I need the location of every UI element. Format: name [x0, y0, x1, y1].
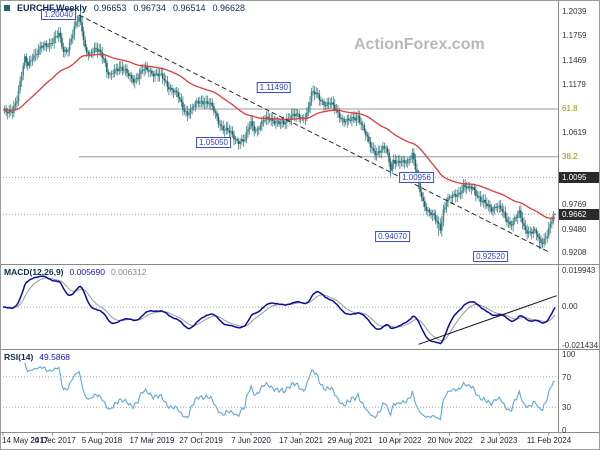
- y-axis-label: 0.9480: [562, 225, 587, 234]
- y-axis-price-box: 0.9662: [559, 209, 599, 220]
- x-axis-date-label: 2 Jul 2023: [480, 436, 518, 445]
- price-swing-label: 0.94070: [375, 231, 410, 242]
- high-value: 0.96734: [133, 3, 166, 13]
- x-axis-date-label: 24 Dec 2017: [30, 436, 76, 445]
- symbol-label: EURCHF,Weekly: [17, 3, 87, 13]
- y-axis-label: 0.9208: [562, 248, 587, 257]
- rsi-value: 49.5868: [39, 352, 71, 362]
- rsi-indicator-row: RSI(14) 49.5868: [4, 352, 70, 362]
- y-axis-label: 1.1179: [562, 80, 586, 89]
- macd-trendline: [418, 295, 557, 345]
- rsi-axis-label: 0: [562, 426, 567, 435]
- rsi-axis-label: 30: [562, 403, 571, 412]
- x-axis-date-label: 7 Jun 2020: [231, 436, 271, 445]
- low-value: 0.96514: [172, 3, 206, 13]
- y-axis-label: 1.2039: [562, 7, 587, 16]
- x-axis-date-label: 5 Aug 2018: [81, 436, 123, 445]
- y-axis-label: 1.1759: [562, 31, 587, 40]
- rsi-axis-label: 100: [562, 350, 576, 359]
- rsi-axis-label: 70: [562, 373, 571, 382]
- y-axis-label: 1.0619: [562, 128, 587, 137]
- price-swing-label: 1.00956: [399, 172, 434, 183]
- macd-axis-label: -0.021434: [562, 341, 599, 350]
- macd-axis-label: 0.00: [562, 302, 578, 311]
- y-axis-price-box: 1.0095: [559, 172, 599, 183]
- x-axis-date-label: 14 May 2017: [2, 436, 49, 445]
- x-axis-date-label: 17 Mar 2019: [129, 436, 175, 445]
- y-axis-fib-label: 38.2: [562, 152, 578, 161]
- price-swing-label: 1.05050: [196, 137, 231, 148]
- x-axis-date-label: 10 Apr 2022: [378, 436, 422, 445]
- chart-title-bar: EURCHF,Weekly 0.96653 0.96734 0.96514 0.…: [4, 3, 245, 13]
- macd-signal-line: [3, 277, 556, 342]
- moving-average-line: [3, 53, 556, 220]
- price-swing-label: 0.92520: [473, 251, 508, 262]
- y-axis-label: 0.9769: [562, 200, 587, 209]
- price-swing-label: 1.11490: [256, 82, 291, 93]
- y-axis-fib-label: 61.8: [562, 104, 578, 113]
- series-marker-icon: [4, 5, 10, 11]
- macd-signal-value: 0.006312: [110, 267, 147, 277]
- rsi-line: [24, 362, 556, 421]
- price-swing-label: 1.20040: [41, 9, 76, 20]
- rsi-label: RSI(14): [4, 352, 34, 362]
- x-axis-date-label: 29 Aug 2021: [327, 436, 373, 445]
- x-axis-date-label: 20 Nov 2022: [427, 436, 473, 445]
- macd-value: 0.005690: [69, 267, 105, 277]
- macd-label: MACD(12,26,9): [4, 267, 64, 277]
- y-axis-label: 1.1469: [562, 56, 587, 65]
- open-value: 0.96653: [93, 3, 127, 13]
- watermark: ActionForex.com: [354, 36, 485, 53]
- x-axis-date-label: 11 Feb 2024: [526, 436, 572, 445]
- x-axis-date-label: 27 Oct 2019: [179, 436, 223, 445]
- macd-line: [2, 275, 556, 345]
- macd-axis-label: 0.019943: [562, 266, 596, 275]
- close-value: 0.96628: [212, 3, 246, 13]
- x-axis-date-label: 17 Jan 2021: [278, 436, 324, 445]
- macd-indicator-row: MACD(12,26,9) 0.005690 0.006312: [4, 267, 146, 277]
